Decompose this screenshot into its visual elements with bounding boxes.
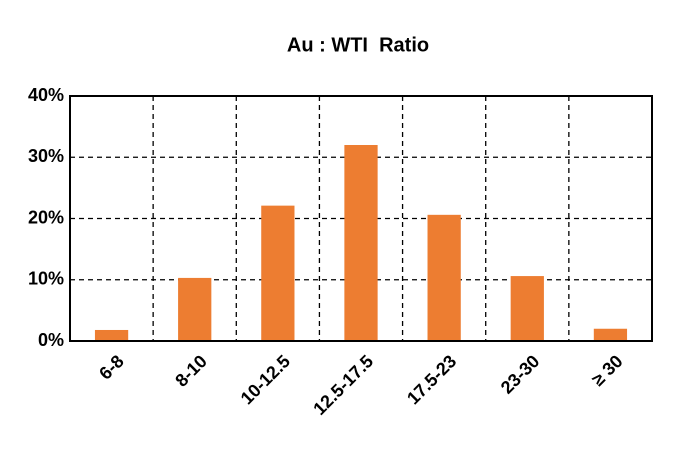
y-tick-label: 30% [28,146,64,166]
bar [344,145,378,341]
x-tick-label: 8-10 [171,351,211,391]
y-tick-label: 10% [28,269,64,289]
bar [427,214,461,341]
x-tick-label: 10-12.5 [237,351,294,408]
x-tick-label: 23-30 [497,351,544,398]
x-tick-label: 6-8 [95,351,128,384]
plot-border [69,95,653,342]
bar [261,205,295,341]
bar [178,277,212,341]
bar [593,328,628,341]
x-tick-label: 17.5-23 [403,351,460,408]
y-tick-label: 40% [28,85,64,105]
y-tick-label: 0% [38,330,64,350]
bar [94,329,129,341]
chart-title: Au : WTI Ratio [287,34,429,56]
x-tick-label: ≥ 30 [588,351,627,390]
bar [510,276,544,341]
y-tick-label: 20% [28,207,64,227]
x-tick-label: 12.5-17.5 [309,351,377,419]
